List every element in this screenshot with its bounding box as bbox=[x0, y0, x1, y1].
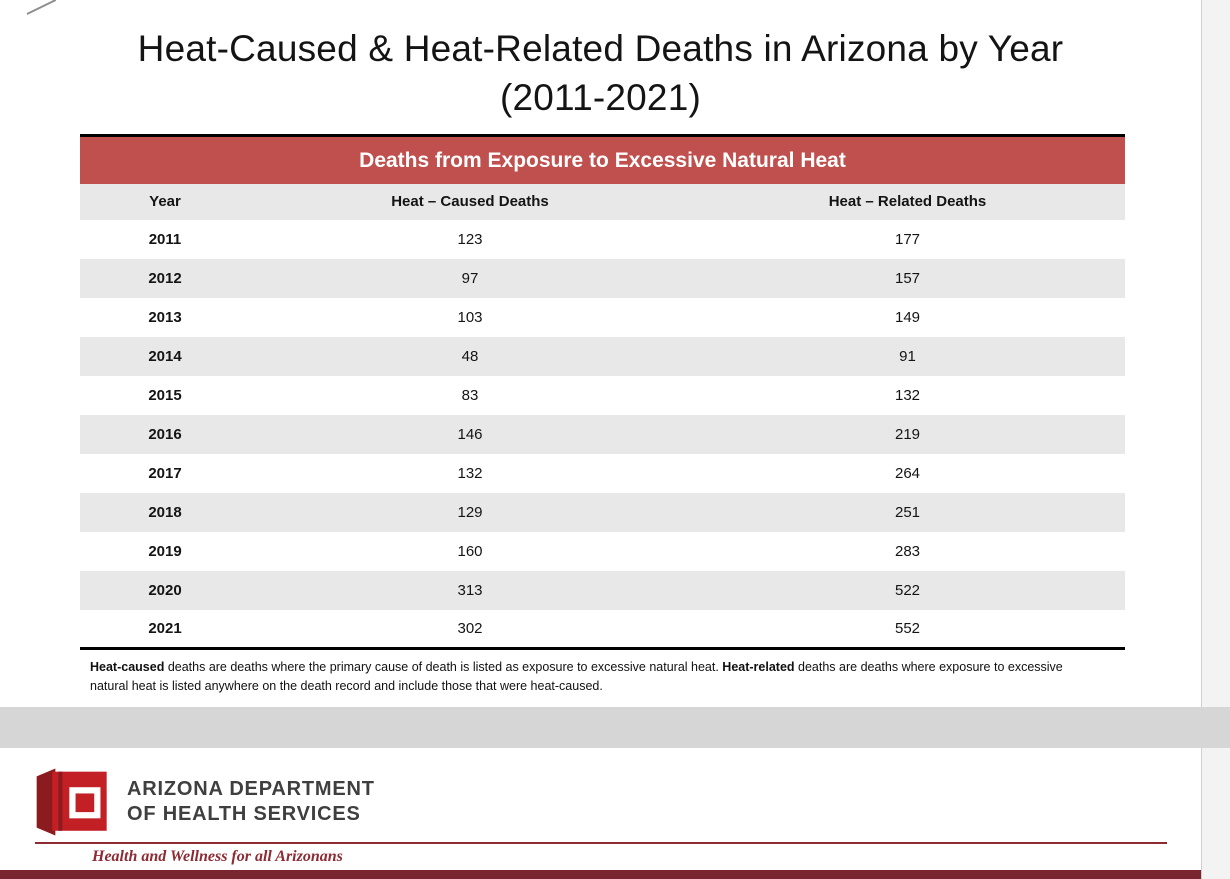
caused-deaths-cell: 302 bbox=[457, 620, 483, 638]
year-cell: 2014 bbox=[80, 336, 250, 376]
table-row: 2015 83 132 bbox=[80, 376, 1125, 415]
caused-deaths-cell: 129 bbox=[250, 492, 690, 532]
year-cell: 2017 bbox=[148, 464, 182, 482]
caused-deaths-cell: 103 bbox=[457, 308, 483, 326]
table-body: 2011 123 177 2012 97 157 2013 103 149 20… bbox=[80, 220, 1125, 649]
year-cell: 2021 bbox=[148, 620, 182, 638]
table-row: 2020 313 522 bbox=[80, 570, 1125, 610]
caused-deaths-cell: 132 bbox=[457, 464, 483, 482]
footer-page: ARIZONA DEPARTMENT OF HEALTH SERVICES He… bbox=[0, 748, 1202, 879]
caused-deaths-cell: 123 bbox=[457, 230, 483, 248]
col-header-year: Year bbox=[80, 183, 250, 220]
related-deaths-cell: 522 bbox=[690, 570, 1125, 610]
table-row: 2014 48 91 bbox=[80, 336, 1125, 376]
footnote-term-heat-related: Heat-related bbox=[722, 660, 795, 675]
table-banner-row: Deaths from Exposure to Excessive Natura… bbox=[80, 135, 1125, 184]
related-deaths-cell: 149 bbox=[894, 308, 921, 326]
org-name: ARIZONA DEPARTMENT OF HEALTH SERVICES bbox=[127, 777, 375, 827]
table-row: 2011 123 177 bbox=[80, 220, 1125, 259]
org-name-line2: OF HEALTH SERVICES bbox=[127, 803, 361, 825]
related-deaths-cell: 251 bbox=[690, 492, 1125, 532]
caused-deaths-cell: 83 bbox=[461, 386, 479, 404]
footer-tagline: Health and Wellness for all Arizonans bbox=[92, 848, 343, 865]
caused-deaths-cell: 160 bbox=[457, 542, 483, 560]
related-deaths-cell: 157 bbox=[690, 258, 1125, 298]
footer-divider bbox=[35, 842, 1167, 844]
footer-bottom-bar bbox=[0, 870, 1201, 879]
table-row: 2012 97 157 bbox=[80, 258, 1125, 298]
related-deaths-cell: 552 bbox=[894, 620, 921, 638]
table-header-row: Year Heat – Caused Deaths Heat – Related… bbox=[80, 183, 1125, 220]
footnote: Heat-caused deaths are deaths where the … bbox=[80, 658, 1090, 696]
year-cell: 2013 bbox=[148, 308, 182, 326]
deaths-table: Deaths from Exposure to Excessive Natura… bbox=[80, 134, 1125, 651]
caused-deaths-cell: 313 bbox=[250, 570, 690, 610]
year-cell: 2019 bbox=[148, 542, 182, 560]
page-title: Heat-Caused & Heat-Related Deaths in Ari… bbox=[0, 24, 1201, 122]
page-title-line1: Heat-Caused & Heat-Related Deaths in Ari… bbox=[137, 28, 1064, 69]
year-cell: 2015 bbox=[148, 386, 182, 404]
footnote-text-2: deaths are deaths where exposure to exce… bbox=[90, 660, 1063, 694]
adhs-logo-icon bbox=[36, 768, 107, 836]
related-deaths-cell: 219 bbox=[690, 414, 1125, 454]
footnote-term-heat-caused: Heat-caused bbox=[90, 660, 165, 675]
year-cell: 2018 bbox=[80, 492, 250, 532]
page-corner-mark bbox=[26, 0, 57, 15]
page-title-line2: (2011-2021) bbox=[499, 77, 702, 119]
page-gap bbox=[0, 707, 1230, 748]
related-deaths-cell: 132 bbox=[894, 386, 921, 404]
caused-deaths-cell: 48 bbox=[250, 336, 690, 376]
year-cell: 2020 bbox=[80, 570, 250, 610]
footer-brand: ARIZONA DEPARTMENT OF HEALTH SERVICES bbox=[35, 766, 1201, 838]
org-name-line1: ARIZONA DEPARTMENT bbox=[127, 778, 375, 800]
year-cell: 2011 bbox=[148, 230, 182, 248]
table-row: 2016 146 219 bbox=[80, 414, 1125, 454]
col-header-related: Heat – Related Deaths bbox=[690, 183, 1125, 220]
footnote-text-1: deaths are deaths where the primary caus… bbox=[164, 660, 723, 675]
related-deaths-cell: 264 bbox=[894, 464, 921, 482]
table-row: 2019 160 283 bbox=[80, 532, 1125, 571]
report-page: Heat-Caused & Heat-Related Deaths in Ari… bbox=[0, 0, 1202, 707]
table-row: 2017 132 264 bbox=[80, 454, 1125, 493]
caused-deaths-cell: 97 bbox=[250, 258, 690, 298]
year-cell: 2016 bbox=[80, 414, 250, 454]
table-row: 2013 103 149 bbox=[80, 298, 1125, 337]
caused-deaths-cell: 146 bbox=[250, 414, 690, 454]
related-deaths-cell: 283 bbox=[894, 542, 921, 560]
related-deaths-cell: 91 bbox=[690, 336, 1125, 376]
table-banner: Deaths from Exposure to Excessive Natura… bbox=[80, 135, 1125, 184]
col-header-caused: Heat – Caused Deaths bbox=[250, 183, 690, 220]
table-row: 2018 129 251 bbox=[80, 492, 1125, 532]
related-deaths-cell: 177 bbox=[894, 230, 921, 248]
table-row: 2021 302 552 bbox=[80, 610, 1125, 649]
year-cell: 2012 bbox=[80, 258, 250, 298]
